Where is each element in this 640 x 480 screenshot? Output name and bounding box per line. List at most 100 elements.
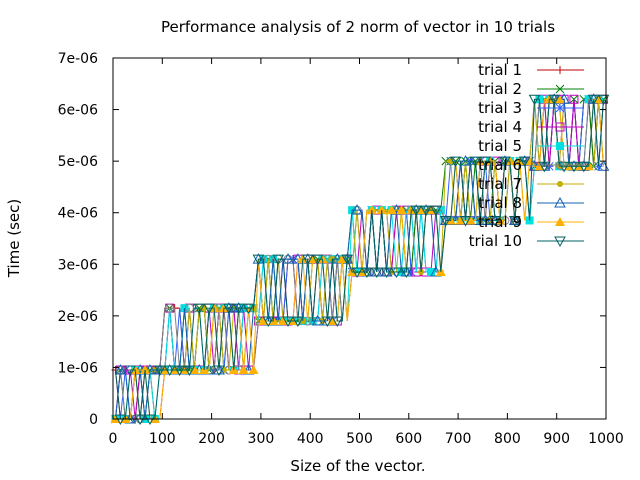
y-tick-label: 2e-06	[58, 309, 98, 325]
data-point	[282, 253, 294, 264]
data-point	[420, 205, 432, 217]
legend-marker	[556, 66, 564, 74]
data-point	[311, 314, 324, 326]
data-point	[173, 365, 186, 377]
data-point	[593, 94, 604, 104]
data-point	[499, 156, 511, 168]
y-tick-label: 1e-06	[58, 360, 98, 376]
legend-marker	[557, 181, 563, 187]
x-tick-label: 600	[395, 431, 422, 447]
data-point	[465, 215, 476, 225]
y-axis-label: Time (sec)	[5, 199, 23, 278]
data-point	[232, 303, 245, 315]
data-point	[114, 363, 127, 375]
data-point	[479, 156, 492, 168]
data-point	[569, 94, 579, 104]
data-point	[321, 316, 334, 328]
legend-marker	[555, 122, 565, 132]
x-axis: 0 100 200 300 400 500 600 700 800 900 1000	[109, 58, 624, 447]
legend-label: trial 2	[478, 80, 522, 98]
legend-item: trial 5	[478, 137, 584, 155]
data-point	[327, 316, 338, 326]
data-point	[361, 267, 373, 279]
legend-label: trial 3	[478, 99, 522, 117]
data-point	[183, 365, 196, 377]
legend-item: trial 1	[478, 61, 584, 79]
legend-item: trial 6	[478, 156, 584, 174]
data-point	[430, 205, 442, 217]
data-point	[386, 205, 397, 215]
legend-label: trial 6	[478, 156, 522, 174]
data-point	[189, 365, 200, 375]
data-point	[351, 204, 363, 215]
legend-marker	[554, 236, 566, 248]
legend-label: trial 10	[469, 232, 522, 250]
legend-marker	[554, 196, 566, 208]
series-9	[110, 94, 604, 423]
data-point	[124, 365, 137, 377]
data-point	[380, 267, 393, 279]
chart-title: Performance analysis of 2 norm of vector…	[161, 18, 555, 36]
data-point	[292, 316, 304, 328]
data-point	[213, 365, 225, 377]
data-point	[341, 254, 354, 266]
legend-item: trial 2	[478, 80, 584, 98]
data-point	[337, 254, 348, 264]
legend-label: trial 7	[478, 175, 522, 193]
data-point	[331, 316, 344, 328]
data-point	[370, 267, 383, 279]
data-point	[538, 161, 551, 173]
data-point	[459, 215, 472, 227]
data-point	[525, 216, 534, 225]
y-tick-label: 6e-06	[58, 103, 98, 119]
data-point	[416, 205, 427, 215]
series-8	[114, 93, 610, 424]
x-tick-label: 0	[109, 431, 118, 447]
data-point	[489, 215, 501, 227]
data-point	[587, 94, 600, 106]
x-tick-label: 900	[543, 431, 570, 447]
x-tick-label: 800	[494, 431, 521, 447]
y-tick-label: 7e-06	[58, 51, 98, 67]
x-tick-label: 500	[346, 431, 373, 447]
legend-label: trial 8	[478, 194, 522, 212]
data-point	[223, 303, 235, 315]
y-tick-label: 4e-06	[58, 206, 98, 222]
legend-item: trial 3	[478, 99, 584, 117]
data-point	[459, 155, 472, 166]
data-point	[390, 267, 403, 279]
data-point	[272, 254, 285, 266]
data-point	[528, 94, 541, 106]
legend-label: trial 4	[478, 118, 522, 136]
data-point	[449, 156, 462, 168]
data-point	[252, 254, 265, 266]
data-point	[262, 316, 275, 328]
data-point	[534, 161, 545, 171]
data-point	[554, 94, 565, 104]
legend-label: trial 1	[478, 61, 522, 79]
plot-series	[110, 93, 610, 426]
legend-marker	[555, 84, 565, 94]
data-point	[569, 94, 579, 104]
data-point	[301, 254, 314, 266]
legend-marker	[555, 160, 565, 170]
data-point	[307, 254, 318, 264]
data-point	[203, 303, 215, 315]
data-point	[396, 205, 407, 215]
data-point	[238, 365, 249, 375]
data-point	[242, 303, 255, 315]
data-point	[508, 215, 521, 227]
data-point	[248, 365, 259, 375]
data-point	[577, 161, 590, 173]
data-point	[165, 303, 175, 313]
legend-marker	[555, 103, 565, 113]
x-axis-label: Size of the vector.	[290, 457, 425, 475]
data-point	[140, 365, 151, 375]
y-tick-label: 3e-06	[58, 257, 98, 273]
series-10	[114, 94, 610, 426]
x-tick-label: 200	[198, 431, 225, 447]
data-point	[469, 156, 482, 168]
data-point	[439, 215, 452, 227]
data-point	[278, 316, 289, 326]
data-point	[258, 316, 269, 326]
